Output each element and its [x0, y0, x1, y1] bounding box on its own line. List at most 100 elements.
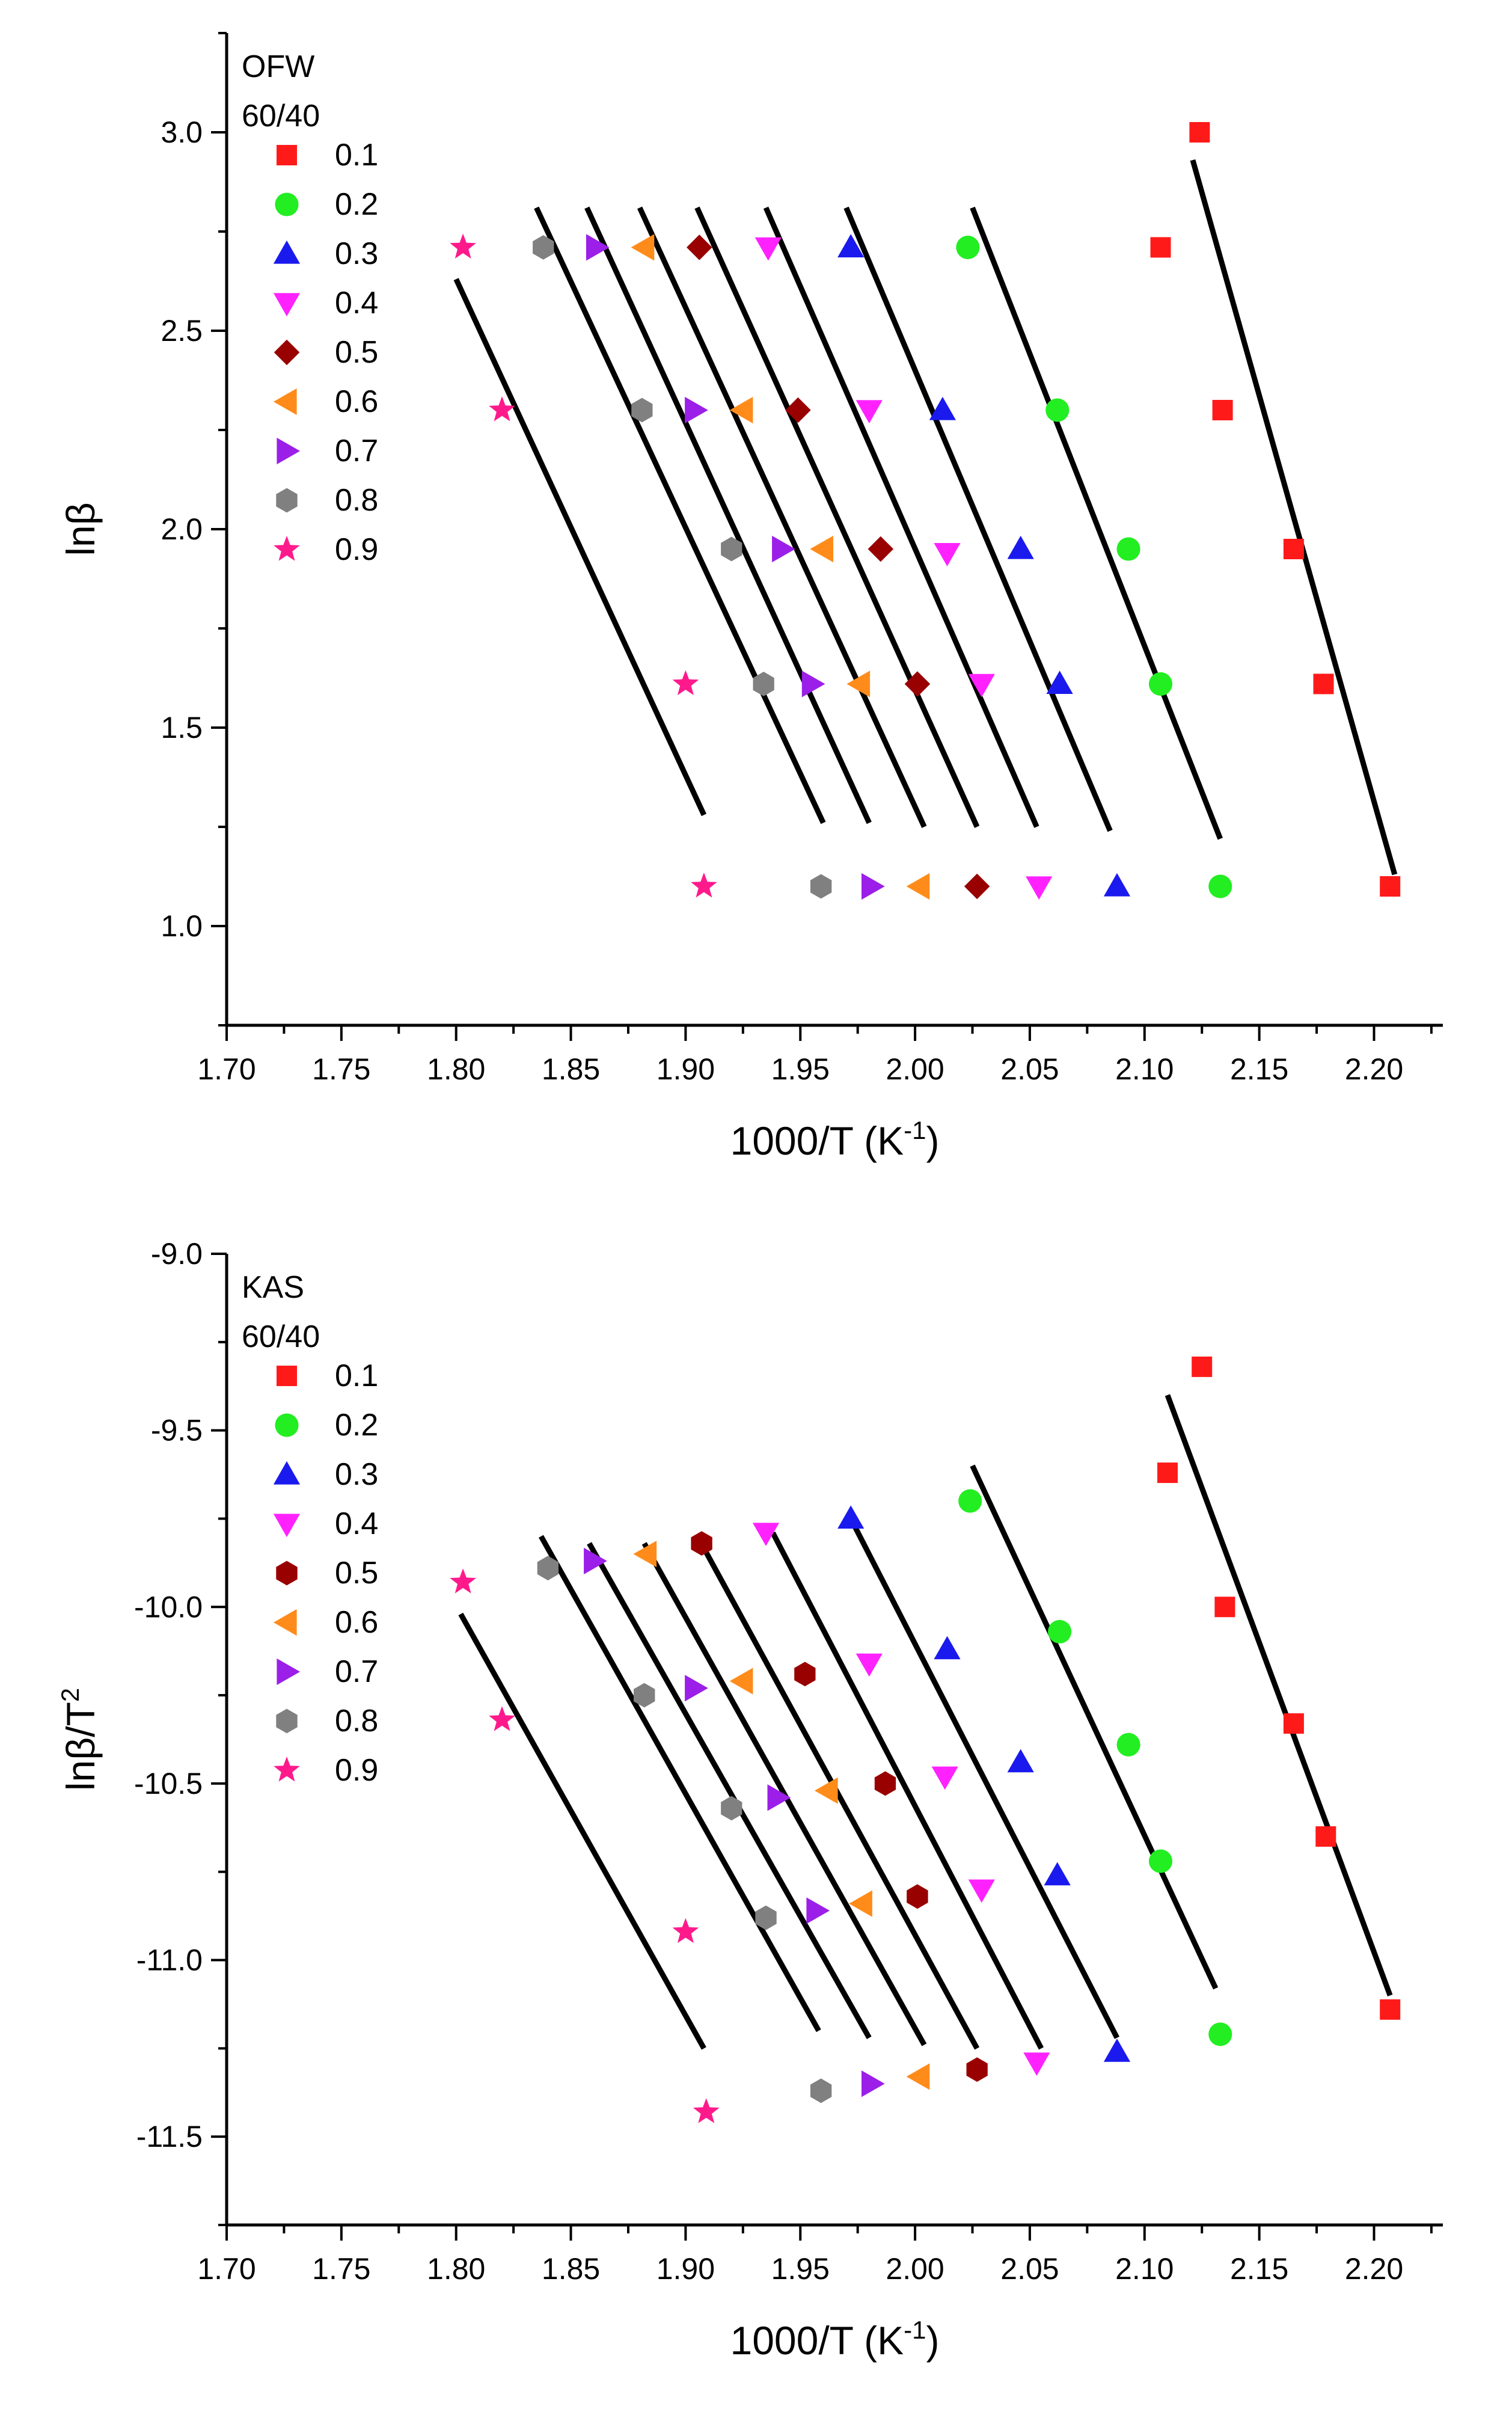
data-point [931, 1766, 958, 1790]
data-point [934, 1636, 961, 1660]
data-point [1192, 1356, 1213, 1377]
y-tick-label: 2.0 [161, 512, 203, 546]
data-point [855, 400, 883, 424]
series-0.5 [691, 1531, 988, 2082]
y-tick-label: -9.5 [151, 1414, 203, 1447]
data-point [810, 2078, 832, 2103]
legend-label: 0.1 [335, 138, 378, 173]
legend-marker [273, 1514, 301, 1538]
data-point [721, 536, 742, 562]
data-point [634, 1683, 655, 1708]
legend-marker [274, 1757, 300, 1782]
series-0.6 [631, 234, 930, 900]
data-point [489, 396, 515, 422]
x-tick-label: 2.05 [1000, 2252, 1059, 2286]
legend-marker [273, 388, 297, 416]
legend-label: 0.4 [335, 1506, 378, 1541]
data-point [849, 1890, 872, 1917]
y-tick-label: 1.0 [161, 909, 203, 943]
y-tick-label: 2.5 [161, 314, 203, 348]
data-point [1103, 2039, 1131, 2062]
legend-label: 0.4 [335, 286, 378, 321]
data-point [1023, 2052, 1050, 2076]
data-point [1007, 535, 1034, 559]
legend-marker [276, 1708, 298, 1734]
series-0.5 [687, 235, 990, 900]
fit-line-0.7 [584, 206, 872, 824]
data-point [1103, 873, 1131, 897]
data-point [964, 873, 990, 900]
legend-marker [273, 240, 301, 264]
legend-marker [273, 293, 301, 317]
data-point [814, 1777, 838, 1804]
legend-label: 0.9 [335, 532, 378, 567]
data-point [929, 396, 956, 420]
data-point [837, 1505, 865, 1529]
y-axis-label: lnβ/T2 [56, 1688, 103, 1791]
data-point [1208, 874, 1232, 898]
data-point [1116, 1732, 1140, 1757]
y-tick-label: -10.5 [134, 1767, 203, 1800]
x-axis-label-end: ) [926, 1118, 940, 1163]
data-point [806, 1897, 830, 1924]
data-point [1315, 1826, 1336, 1847]
legend-marker [273, 1609, 297, 1636]
y-tick-label: -9.0 [151, 1237, 203, 1271]
x-axis-label-sup: -1 [904, 2316, 926, 2344]
series-0.6 [633, 1541, 930, 2090]
data-point [1283, 1713, 1304, 1734]
x-tick-label: 2.10 [1115, 1052, 1174, 1086]
data-point [489, 1706, 515, 1731]
legend-marker [277, 145, 297, 165]
legend-marker [277, 1366, 297, 1386]
data-point [907, 1884, 928, 1909]
fit-line-0.9 [458, 1612, 706, 2050]
data-point [1313, 674, 1334, 695]
legend-label: 0.3 [335, 236, 378, 271]
data-point [862, 873, 885, 900]
data-point [968, 674, 995, 698]
data-point [685, 1675, 708, 1702]
data-point [862, 2070, 885, 2097]
x-tick-label: 1.80 [427, 2252, 485, 2286]
x-tick-label: 1.70 [197, 2252, 256, 2286]
legend-label: 0.5 [335, 1556, 378, 1591]
fit-line-0.4 [763, 206, 1039, 828]
legend-label: 0.1 [335, 1358, 378, 1393]
series-0.3 [837, 234, 1131, 897]
fit-line-0.7 [587, 1542, 872, 2039]
fit-line-0.3 [843, 206, 1113, 832]
x-axis-label-sup: -1 [904, 1116, 926, 1144]
legend-label: 0.7 [335, 1654, 378, 1689]
chart-panel-bottom: 1.70 1.75 1.80 1.85 1.90 1.95 2.00 2.05 2.10 2.15… [56, 1237, 1443, 2363]
x-tick-label: 1.85 [542, 1052, 600, 1086]
series-0.9 [450, 233, 717, 898]
data-point [687, 235, 712, 260]
data-point [1148, 672, 1173, 696]
data-point [906, 2063, 930, 2090]
data-point [753, 672, 774, 696]
data-point [1212, 400, 1233, 420]
data-point [755, 1905, 777, 1930]
legend-marker [274, 536, 300, 561]
x-tick-label: 2.15 [1230, 2252, 1288, 2286]
legend-label: 0.7 [335, 434, 378, 468]
fit-line-0.1 [1165, 1394, 1393, 1996]
data-point [904, 671, 931, 697]
data-point [1208, 2022, 1232, 2046]
data-point [1007, 1749, 1034, 1773]
x-tick-label: 1.80 [427, 1052, 485, 1086]
data-point [1044, 1862, 1071, 1886]
x-tick-label: 2.05 [1000, 1052, 1059, 1086]
x-tick-label: 1.85 [542, 2252, 600, 2286]
data-point [752, 1523, 780, 1546]
series-0.1 [1157, 1356, 1401, 2020]
data-point [810, 874, 832, 899]
fit-line-0.2 [970, 206, 1223, 840]
data-point [1148, 1849, 1173, 1873]
data-point [1045, 398, 1070, 422]
y-tick-label: -10.0 [134, 1590, 203, 1624]
data-point [837, 234, 865, 257]
x-tick-label: 2.00 [886, 1052, 944, 1086]
legend-label: 0.5 [335, 335, 378, 370]
